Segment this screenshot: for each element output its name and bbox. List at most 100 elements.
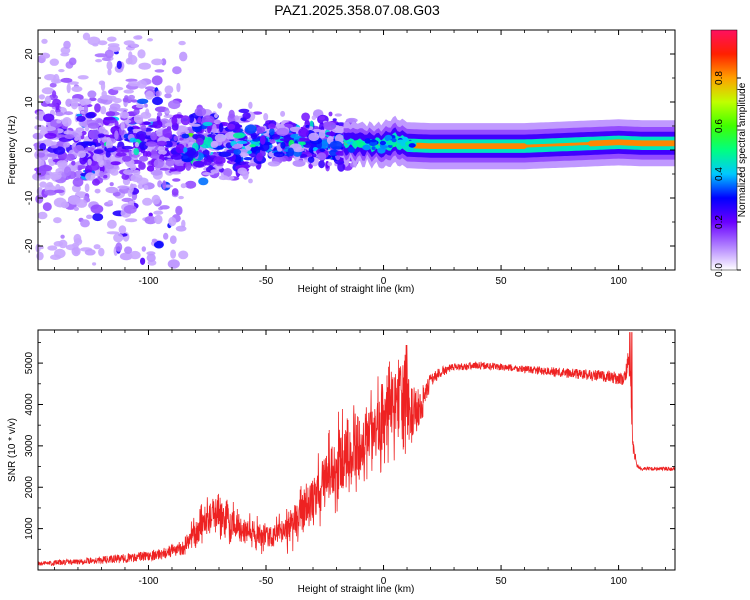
spectrogram-cell	[55, 111, 64, 117]
spectrogram-cell	[131, 99, 138, 103]
spectrogram-cell	[319, 148, 326, 152]
spectrogram-cell	[107, 36, 117, 42]
spectrogram-cell	[172, 178, 181, 182]
spectrogram-cell	[190, 123, 201, 127]
spectrogram-ridge-splotch	[347, 146, 355, 153]
spectrogram-cell	[214, 133, 226, 143]
spectrogram-cell	[90, 204, 104, 214]
spectrogram-cell	[140, 124, 147, 132]
spectrogram-cell	[133, 114, 144, 124]
spectrogram-cell	[35, 194, 44, 204]
spectrogram-y-tick-label: 0	[24, 147, 35, 153]
spectrogram-ridge-splotch	[408, 143, 416, 148]
spectrogram-cell	[138, 62, 151, 70]
spectrogram-cell	[169, 168, 178, 172]
spectrogram-cell	[269, 128, 275, 136]
spectrogram-cell	[81, 130, 87, 136]
spectrogram-cell	[138, 162, 146, 170]
spectrogram-cell	[217, 102, 223, 109]
spectrogram-cell	[227, 123, 236, 130]
colorbar-tick-label: 0.2	[714, 215, 725, 229]
spectrogram-cell	[299, 137, 307, 141]
spectrogram-cell	[79, 98, 92, 106]
spectrogram-cell	[185, 129, 190, 135]
spectrogram-cell	[49, 82, 57, 88]
spectrogram-cell	[336, 122, 346, 126]
spectrogram-cell	[70, 98, 81, 103]
spectrogram-cell	[212, 123, 217, 134]
spectrogram-cell	[164, 85, 174, 94]
spectrogram-y-label: Frequency (Hz)	[7, 116, 18, 185]
spectrogram-cell	[252, 111, 263, 115]
spectrogram-cell	[88, 129, 100, 140]
spectrogram-cell	[236, 140, 248, 144]
spectrogram-cell	[87, 158, 92, 166]
spectrogram-cell	[47, 245, 58, 251]
spectrogram-cell	[105, 186, 119, 194]
spectrogram-cell	[44, 132, 57, 139]
spectrogram-cell	[36, 251, 44, 261]
spectrogram-cell	[178, 195, 184, 200]
spectrogram-cell	[317, 152, 327, 161]
spectrogram-cell	[272, 134, 281, 140]
spectrogram-cell	[147, 118, 158, 122]
spectrogram-cell	[196, 137, 204, 146]
spectrogram-cell	[148, 212, 153, 217]
spectrogram-ridge-splotch	[396, 139, 405, 144]
spectrogram-cell	[213, 156, 226, 165]
spectrogram-cell	[327, 161, 333, 167]
spectrogram-cell	[98, 80, 106, 86]
spectrogram-ridge-splotch	[364, 138, 371, 144]
spectrogram-cell	[100, 106, 107, 115]
spectrogram-cell	[146, 165, 155, 172]
spectrogram-cell	[150, 131, 158, 141]
spectrogram-cell	[106, 60, 113, 71]
spectrogram-cell	[248, 178, 253, 184]
spectrogram-cell	[127, 54, 138, 65]
spectrogram-cell	[233, 144, 241, 149]
spectrogram-cell	[92, 153, 101, 162]
spectrogram-cell	[237, 167, 248, 175]
spectrogram-cell	[134, 142, 139, 148]
spectrogram-cell	[133, 148, 140, 156]
spectrogram-cell	[267, 123, 276, 129]
snr-y-label: SNR (10 * v/v)	[7, 418, 18, 482]
spectrogram-cell	[185, 147, 197, 157]
spectrogram-x-tick-label: -50	[259, 276, 274, 287]
spectrogram-cell	[170, 249, 177, 259]
spectrogram-cell	[84, 183, 90, 193]
spectrogram-cell	[307, 156, 315, 163]
spectrogram-cell	[185, 180, 197, 189]
spectrogram-cell	[153, 210, 164, 215]
spectrogram-cell	[193, 160, 205, 168]
spectrogram-cell	[334, 113, 342, 117]
spectrogram-cell	[318, 129, 326, 139]
spectrogram-cell	[152, 120, 163, 129]
snr-x-tick-label: 100	[610, 576, 627, 587]
spectrogram-cell	[44, 95, 52, 104]
spectrogram-cell	[276, 127, 289, 136]
spectrogram-cell	[157, 146, 166, 152]
spectrogram-cell	[43, 113, 55, 123]
spectrogram-cell	[110, 169, 119, 176]
spectrogram-cell	[64, 166, 72, 177]
colorbar-frame	[710, 29, 738, 271]
spectrogram-cell	[256, 126, 266, 134]
colorbar: 0.0 0.2 0.4 0.6 0.8 Normalized spectral ampl…	[710, 29, 748, 277]
spectrogram-cell	[155, 90, 160, 98]
spectrogram-cell	[85, 112, 96, 119]
spectrogram-cell	[43, 126, 57, 132]
spectrogram-cell	[337, 162, 345, 172]
spectrogram-cell	[130, 173, 143, 183]
spectrogram-cell	[48, 158, 53, 164]
spectrogram-cell	[248, 163, 258, 167]
spectrogram-cell	[181, 133, 190, 139]
spectrogram-cell	[68, 57, 77, 66]
spectrogram-cell	[92, 213, 104, 222]
spectrogram-cell	[135, 104, 146, 109]
spectrogram-cell	[161, 58, 167, 66]
spectrogram-cell	[328, 111, 333, 117]
spectrogram-cell	[267, 161, 281, 167]
spectrogram-cell	[83, 104, 89, 114]
